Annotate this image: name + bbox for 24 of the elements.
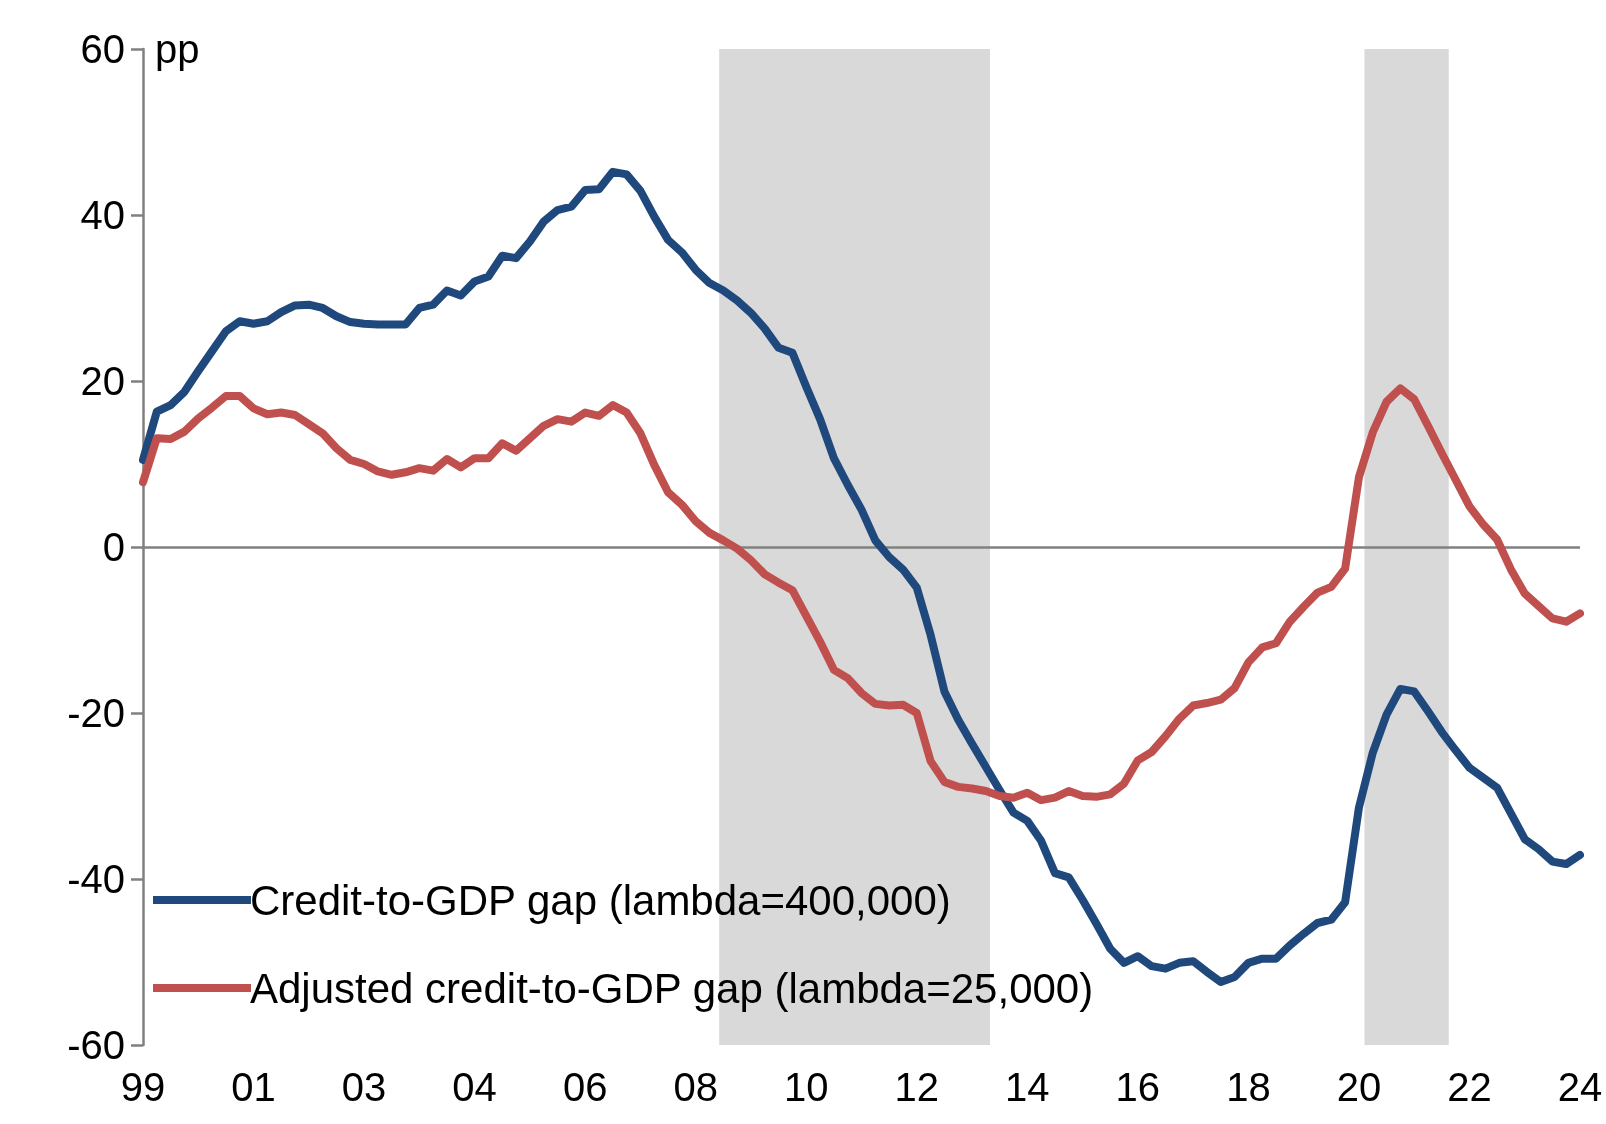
y-tick-label: -20 — [67, 691, 125, 735]
x-tick-label: 99 — [120, 1065, 166, 1109]
x-tick-label: 22 — [1447, 1065, 1492, 1109]
x-tick-label: 18 — [1226, 1065, 1271, 1109]
y-tick-label: 0 — [102, 525, 125, 569]
y-tick-label: -40 — [67, 857, 125, 901]
x-tick-label: 14 — [1005, 1065, 1050, 1109]
x-tick-label: 20 — [1336, 1065, 1382, 1109]
y-tick-label: 40 — [80, 193, 125, 237]
y-tick-label: 20 — [80, 359, 125, 403]
legend-label: Adjusted credit-to-GDP gap (lambda=25,000) — [250, 964, 1094, 1012]
x-tick-label: 06 — [562, 1065, 608, 1109]
legend-label: Credit-to-GDP gap (lambda=400,000) — [250, 876, 951, 924]
x-tick-label: 24 — [1557, 1065, 1603, 1109]
x-tick-label: 01 — [231, 1065, 276, 1109]
x-tick-label: 08 — [673, 1065, 718, 1109]
x-tick-label: 03 — [341, 1065, 387, 1109]
y-axis-title: pp — [155, 27, 200, 71]
y-tick-label: -60 — [67, 1023, 125, 1067]
x-tick-label: 10 — [783, 1065, 829, 1109]
x-tick-label: 16 — [1115, 1065, 1161, 1109]
y-tick-label: 60 — [80, 27, 125, 71]
x-tick-label: 12 — [894, 1065, 940, 1109]
x-tick-label: 04 — [452, 1065, 497, 1109]
